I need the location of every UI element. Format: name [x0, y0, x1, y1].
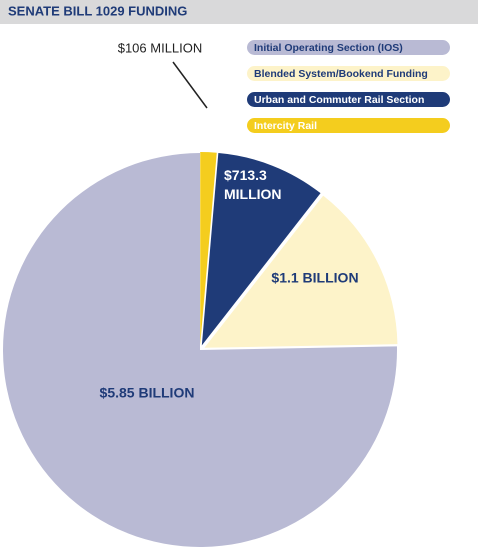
legend-swatch — [247, 40, 450, 55]
legend-label: Initial Operating Section (IOS) — [254, 42, 403, 54]
legend-swatch — [247, 118, 450, 133]
data-label: $5.85 BILLION — [100, 385, 195, 401]
legend-label: Blended System/Bookend Funding — [254, 68, 428, 80]
title-bar — [0, 0, 478, 24]
pie-slice — [204, 195, 398, 348]
data-label: $106 MILLION — [118, 40, 203, 55]
data-label: $713.3 MILLION — [224, 167, 282, 202]
legend-swatch — [247, 92, 450, 107]
legend-label: Urban and Commuter Rail Section — [254, 94, 424, 106]
chart-title: SENATE BILL 1029 FUNDING — [8, 3, 187, 18]
pie-slice — [2, 153, 398, 547]
data-label: $1.1 BILLION — [271, 270, 358, 286]
legend-label: Intercity Rail — [254, 120, 317, 132]
pie-slice — [200, 152, 217, 346]
legend-swatch — [247, 66, 450, 81]
pie-slice — [201, 153, 321, 346]
leader-line — [172, 61, 208, 109]
